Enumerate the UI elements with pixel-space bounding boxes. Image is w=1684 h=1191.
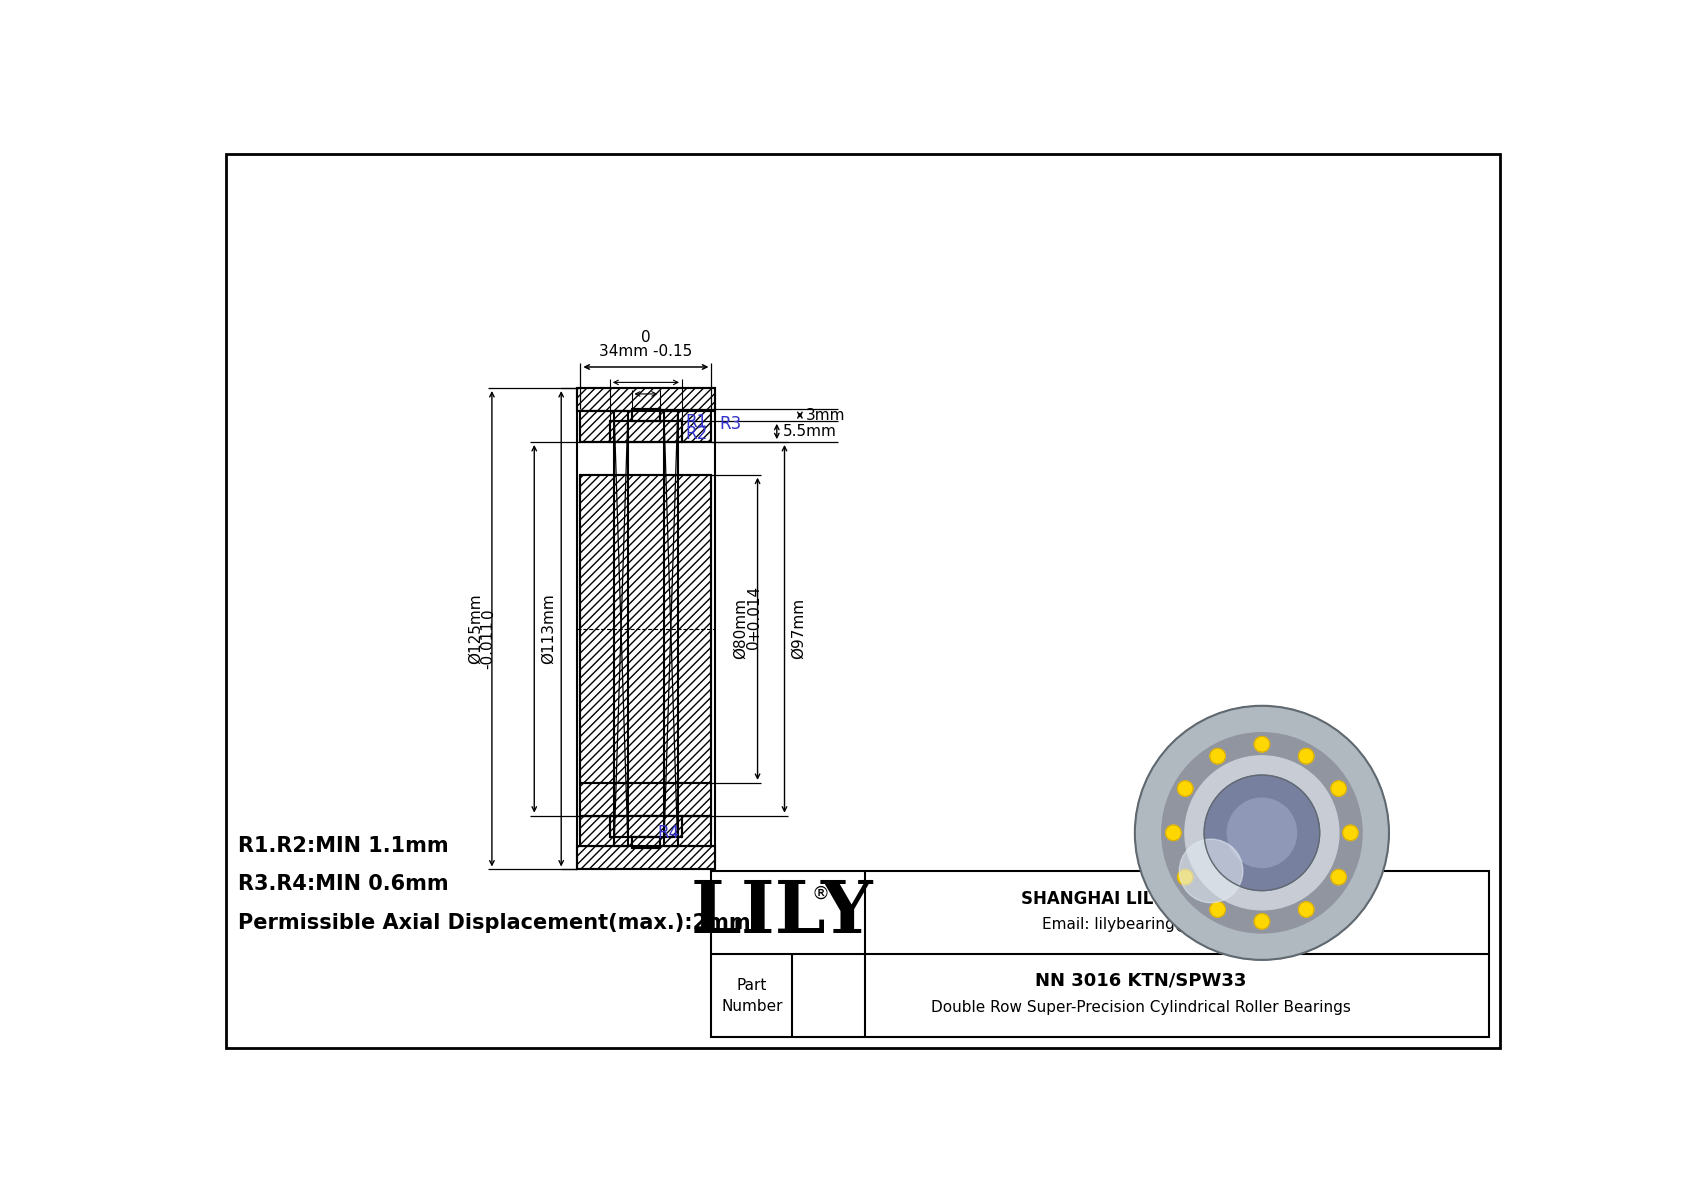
Text: Double Row Super-Precision Cylindrical Roller Bearings: Double Row Super-Precision Cylindrical R… bbox=[931, 999, 1351, 1015]
Circle shape bbox=[1342, 825, 1359, 841]
Circle shape bbox=[1135, 706, 1389, 960]
Text: 34mm -0.15: 34mm -0.15 bbox=[600, 344, 692, 360]
Text: Ø80mm: Ø80mm bbox=[733, 598, 748, 660]
Text: Permissible Axial Displacement(max.):2mm: Permissible Axial Displacement(max.):2mm bbox=[237, 913, 751, 933]
Text: 3mm: 3mm bbox=[807, 407, 845, 423]
Bar bbox=[610, 816, 682, 837]
Text: ®: ® bbox=[812, 885, 830, 903]
Text: Part
Number: Part Number bbox=[721, 978, 783, 1014]
Circle shape bbox=[1255, 913, 1270, 929]
Text: R3.R4:MIN 0.6mm: R3.R4:MIN 0.6mm bbox=[237, 874, 448, 894]
Circle shape bbox=[1204, 775, 1320, 891]
Bar bbox=[610, 420, 682, 442]
Bar bbox=[581, 782, 711, 816]
Circle shape bbox=[1255, 736, 1270, 752]
Bar bbox=[581, 816, 711, 847]
Circle shape bbox=[1330, 869, 1346, 885]
Text: 5.5mm: 5.5mm bbox=[783, 424, 837, 439]
Circle shape bbox=[1177, 781, 1192, 797]
Text: R4: R4 bbox=[657, 824, 680, 842]
Text: Ø97mm: Ø97mm bbox=[791, 598, 805, 660]
Bar bbox=[581, 411, 711, 442]
Text: SHANGHAI LILY BEARING LIMITED: SHANGHAI LILY BEARING LIMITED bbox=[1021, 890, 1334, 908]
Circle shape bbox=[1298, 902, 1314, 917]
Text: LILY: LILY bbox=[690, 878, 874, 948]
Text: R1.R2:MIN 1.1mm: R1.R2:MIN 1.1mm bbox=[237, 836, 448, 856]
Circle shape bbox=[1298, 748, 1314, 763]
Circle shape bbox=[1209, 902, 1226, 917]
Text: 0: 0 bbox=[642, 330, 650, 345]
Circle shape bbox=[1179, 840, 1243, 903]
Circle shape bbox=[1177, 869, 1192, 885]
Bar bbox=[576, 847, 716, 869]
Bar bbox=[711, 872, 1489, 1037]
Bar bbox=[581, 475, 711, 782]
Text: Ø125mm: Ø125mm bbox=[468, 593, 483, 665]
Bar bbox=[576, 388, 716, 869]
Text: R2: R2 bbox=[685, 425, 707, 443]
Bar bbox=[632, 410, 660, 420]
Text: +0.014: +0.014 bbox=[746, 585, 761, 642]
Bar bbox=[632, 410, 660, 420]
Circle shape bbox=[1162, 732, 1362, 933]
Text: NN 3016 KTN/SPW33: NN 3016 KTN/SPW33 bbox=[1036, 971, 1246, 989]
Text: R1: R1 bbox=[685, 413, 707, 431]
Bar bbox=[632, 837, 660, 848]
Circle shape bbox=[1165, 825, 1180, 841]
Bar bbox=[610, 816, 682, 837]
Text: Ø113mm: Ø113mm bbox=[541, 593, 556, 665]
Bar bbox=[610, 420, 682, 442]
Bar bbox=[576, 388, 716, 411]
Circle shape bbox=[1330, 781, 1346, 797]
Text: 0: 0 bbox=[746, 640, 761, 649]
Circle shape bbox=[1209, 748, 1226, 763]
Bar bbox=[632, 837, 660, 848]
Text: -0.011: -0.011 bbox=[480, 619, 495, 668]
Bar bbox=[581, 475, 711, 816]
Text: 0: 0 bbox=[480, 609, 495, 618]
Circle shape bbox=[1186, 756, 1339, 910]
Circle shape bbox=[1228, 798, 1297, 867]
Text: R3: R3 bbox=[719, 416, 741, 434]
Text: Email: lilybearing@lily-bearing.com: Email: lilybearing@lily-bearing.com bbox=[1041, 917, 1314, 931]
